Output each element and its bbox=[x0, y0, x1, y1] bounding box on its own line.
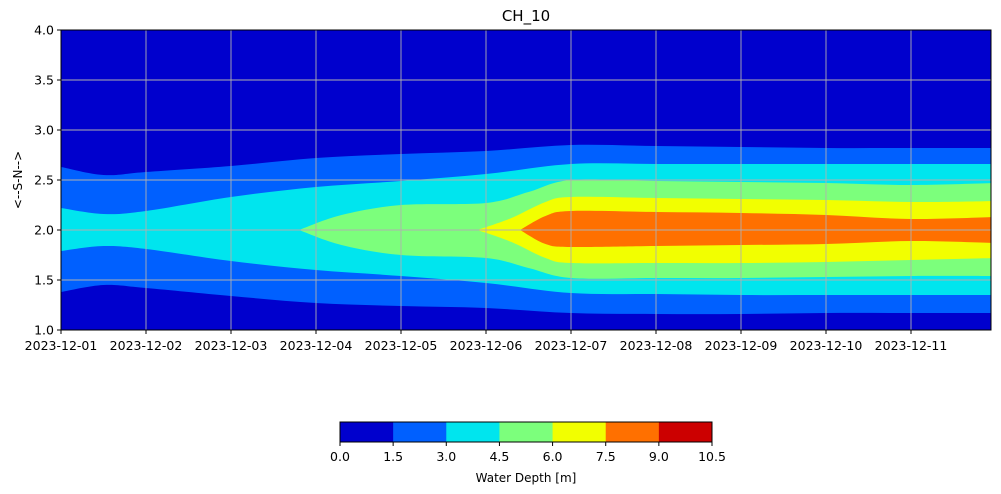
colorbar-swatch bbox=[552, 422, 607, 442]
colorbar-tick-label: 10.5 bbox=[698, 449, 726, 464]
x-tick-label: 2023-12-09 bbox=[705, 338, 778, 353]
x-tick-label: 2023-12-06 bbox=[450, 338, 523, 353]
x-tick-label: 2023-12-10 bbox=[790, 338, 863, 353]
colorbar-swatch bbox=[658, 422, 713, 442]
colorbar-swatch bbox=[499, 422, 554, 442]
colorbar-swatch bbox=[446, 422, 500, 442]
colorbar-tick-label: 6.0 bbox=[543, 449, 563, 464]
colorbar-frame bbox=[339, 421, 713, 443]
x-tick-label: 2023-12-05 bbox=[365, 338, 438, 353]
colorbar-tick-label: 7.5 bbox=[596, 449, 616, 464]
x-tick-label: 2023-12-04 bbox=[280, 338, 353, 353]
colorbar-tick-label: 1.5 bbox=[383, 449, 403, 464]
y-tick-label: 1.0 bbox=[34, 323, 54, 338]
plot-area bbox=[61, 30, 991, 330]
y-tick-label: 2.5 bbox=[34, 173, 54, 188]
colorbar-swatch bbox=[393, 422, 447, 442]
y-tick-label: 3.0 bbox=[34, 123, 54, 138]
x-tick-label: 2023-12-08 bbox=[620, 338, 693, 353]
colorbar-label: Water Depth [m] bbox=[476, 471, 577, 485]
x-tick-label: 2023-12-02 bbox=[110, 338, 183, 353]
contour-band-5 bbox=[520, 210, 991, 248]
x-tick-label: 2023-12-11 bbox=[875, 338, 948, 353]
chart-title: CH_10 bbox=[502, 7, 550, 26]
y-tick-label: 1.5 bbox=[34, 273, 54, 288]
colorbar-tick-label: 4.5 bbox=[489, 449, 509, 464]
colorbar-tick-label: 0.0 bbox=[330, 449, 350, 464]
y-tick-label: 2.0 bbox=[34, 223, 54, 238]
colorbar-swatch bbox=[340, 422, 394, 442]
y-tick-label: 3.5 bbox=[34, 73, 54, 88]
colorbar-tick-label: 9.0 bbox=[649, 449, 669, 464]
colorbar: 0.0 1.5 3.0 4.5 6.0 7.5 9.0 10.5 bbox=[330, 421, 726, 464]
y-axis-label: <--S-N--> bbox=[11, 151, 25, 209]
colorbar-tick-label: 3.0 bbox=[436, 449, 456, 464]
x-tick-label: 2023-12-07 bbox=[535, 338, 608, 353]
x-tick-label: 2023-12-03 bbox=[195, 338, 268, 353]
x-tick-label: 2023-12-01 bbox=[25, 338, 98, 353]
y-tick-label: 4.0 bbox=[34, 23, 54, 38]
colorbar-swatch bbox=[605, 422, 660, 442]
